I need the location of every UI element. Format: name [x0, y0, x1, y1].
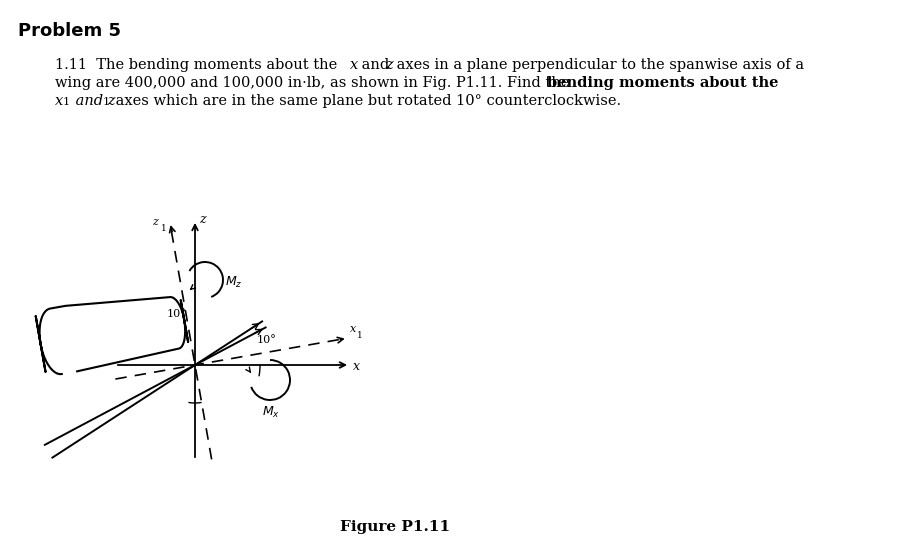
Text: and z: and z [71, 94, 115, 108]
Text: 1.11  The bending moments about the: 1.11 The bending moments about the [55, 58, 342, 72]
Text: x: x [349, 324, 356, 334]
Text: x: x [353, 360, 360, 373]
Text: x: x [350, 58, 358, 72]
Text: axes in a plane perpendicular to the spanwise axis of a: axes in a plane perpendicular to the spa… [392, 58, 804, 72]
Text: x: x [55, 94, 63, 108]
Text: 10°: 10° [257, 335, 277, 345]
Text: and: and [357, 58, 394, 72]
Text: wing are 400,000 and 100,000 in·lb, as shown in Fig. P1.11. Find the: wing are 400,000 and 100,000 in·lb, as s… [55, 76, 574, 90]
Text: z: z [385, 58, 392, 72]
Text: 1: 1 [103, 97, 110, 107]
Text: 1: 1 [356, 331, 363, 340]
Text: z: z [152, 217, 158, 227]
Text: $M_z$: $M_z$ [225, 275, 242, 290]
Text: Figure P1.11: Figure P1.11 [340, 520, 450, 534]
Text: Problem 5: Problem 5 [18, 22, 121, 40]
Text: axes which are in the same plane but rotated 10° counterclockwise.: axes which are in the same plane but rot… [111, 94, 621, 108]
Text: bending moments about the: bending moments about the [547, 76, 778, 90]
Text: 10°: 10° [167, 309, 187, 319]
Text: 1: 1 [161, 224, 166, 233]
Text: z: z [199, 213, 205, 226]
Text: 1: 1 [63, 97, 70, 107]
Text: $M_x$: $M_x$ [262, 405, 280, 420]
